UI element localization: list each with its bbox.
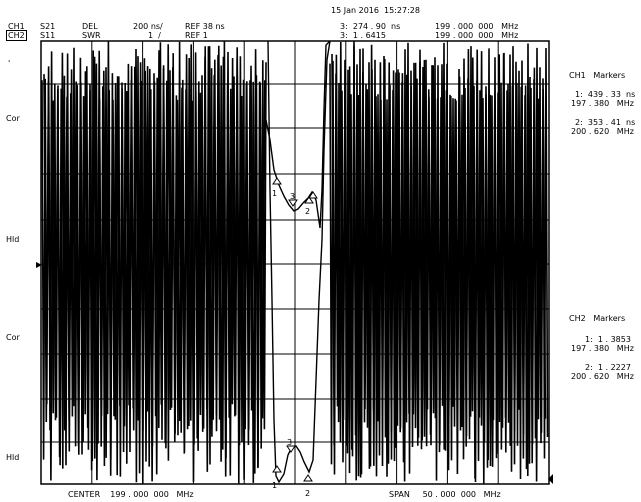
ch2-marker-3-icon [286, 445, 296, 453]
ch1-marker-readout: 3: 274 . 90 ns [340, 22, 401, 31]
noise-trace-right-2 [331, 41, 547, 484]
ch2-marker-1-label: 1 [272, 481, 277, 490]
ch1-marker-2-icon [304, 196, 314, 204]
ch1-ref: REF 38 ns [185, 22, 225, 31]
ch1-param: S21 [40, 22, 56, 31]
ch1-marker-extra-icon [308, 191, 318, 199]
ch2-marker-3-label: 3 [287, 438, 292, 447]
ch2-marker-2-label: 2 [305, 489, 310, 498]
ch1-marker2-freq: 200 . 620 MHz [571, 127, 634, 136]
ch1-marker-3-icon [288, 199, 298, 207]
noise-trace-left-2 [43, 41, 266, 483]
scale-arrow-icon [548, 474, 553, 484]
ch1-markers-title: CH1 Markers [569, 71, 626, 80]
span-frequency: SPAN 50 . 000 000 MHz [389, 490, 501, 499]
ch2-marker1-value: 1: 1 . 3853 [585, 335, 631, 344]
delay-trace-ch1 [265, 40, 331, 229]
trace-group [41, 40, 549, 484]
ch1-marker-freq: 199 . 000 000 MHz [435, 22, 519, 31]
center-frequency: CENTER 199 . 000 000 MHz [68, 490, 194, 499]
ch2-marker1-freq: 197 . 380 MHz [571, 344, 634, 353]
ch2-marker-freq: 199 . 000 000 MHz [435, 31, 519, 40]
swr-trace-ch2 [267, 40, 331, 484]
ch1-marker-3-label: 3 [290, 192, 295, 201]
ch2-param: S11 [40, 31, 56, 40]
ch1-marker2-value: 2: 353 . 41 ns [575, 118, 636, 127]
ch2-marker2-value: 2: 1 . 2227 [585, 363, 631, 372]
cor-label-ch2: Cor [6, 333, 20, 342]
ch2-ref: REF 1 [185, 31, 208, 40]
ch2-marker-readout: 3: 1 . 6415 [340, 31, 386, 40]
ch1-label[interactable]: CH1 [8, 22, 25, 31]
reference-arrow-icon [36, 262, 42, 268]
ch1-marker-1-label: 1 [272, 189, 277, 198]
ch2-marker-1-icon [272, 465, 282, 473]
hld-label-ch1: Hld [6, 235, 20, 244]
marker-group: 1 3 2 1 3 2 [272, 177, 318, 498]
ch2-marker2-freq: 200 . 620 MHz [571, 372, 634, 381]
ch2-marker-2-icon [303, 474, 313, 482]
ch1-marker-2-label: 2 [305, 207, 310, 216]
datetime: 15 Jan 2016 15:27:28 [331, 6, 420, 15]
ch1-marker1-freq: 197 . 380 MHz [571, 99, 634, 108]
ch1-format: DEL [82, 22, 98, 31]
ch2-label[interactable]: CH2 [6, 30, 27, 41]
ch2-scale: 1 / [148, 31, 161, 40]
ch1-marker-1-icon [272, 177, 282, 185]
hld-label-ch2: Hld [6, 453, 20, 462]
ch1-marker1-value: 1: 439 . 33 ns [575, 90, 636, 99]
ch2-format: SWR [82, 31, 101, 40]
cor-label-ch1: Cor [6, 114, 20, 123]
left-dot: ' [8, 59, 11, 68]
ch2-markers-title: CH2 Markers [569, 314, 626, 323]
ch1-scale: 200 ns/ [133, 22, 163, 31]
